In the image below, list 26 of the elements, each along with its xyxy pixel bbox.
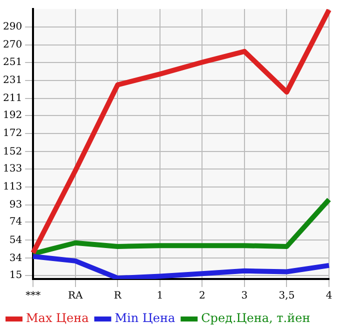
y-tick-label: 74 (9, 216, 22, 228)
x-tick-label: 2 (198, 290, 206, 302)
y-tick-label: 231 (2, 74, 22, 86)
y-tick-label: 172 (2, 128, 22, 140)
y-tick-label: 290 (2, 22, 22, 33)
y-tick-label: 113 (2, 181, 22, 192)
y-tick-label: 251 (2, 56, 22, 68)
legend-label: Max Цена (26, 311, 89, 326)
legend-label: Сред.Цена, т.йен (201, 311, 310, 326)
x-tick-label: R (114, 290, 122, 302)
legend-label: Min Цена (114, 311, 176, 326)
y-tick-label: 93 (9, 200, 22, 211)
y-tick-label: 152 (2, 146, 22, 158)
x-tick-label: 1 (156, 290, 164, 302)
x-tick-label: 4 (326, 290, 332, 302)
y-tick-label: 192 (2, 110, 22, 122)
x-tick-label: 3,5 (278, 290, 295, 302)
x-tick-label: 3 (241, 290, 248, 302)
y-tick-label: 270 (2, 40, 22, 51)
y-tick-label: 15 (9, 270, 22, 281)
y-tick-label: 54 (9, 234, 22, 246)
y-tick-label: 34 (9, 252, 22, 264)
x-tick-label: *** (26, 290, 41, 302)
x-tick-label: RA (68, 290, 84, 302)
y-tick-label: 211 (2, 92, 22, 104)
y-tick-label: 133 (2, 163, 22, 174)
